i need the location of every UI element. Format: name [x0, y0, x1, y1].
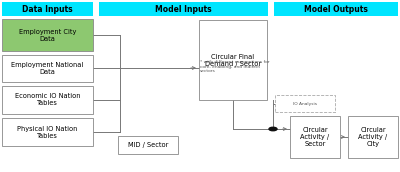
Bar: [199, 20, 267, 100]
Text: Circular
Activity /
Sector: Circular Activity / Sector: [300, 127, 330, 147]
Bar: [274, 2, 398, 16]
Bar: [2, 19, 93, 51]
Circle shape: [269, 127, 277, 131]
Text: Employment National
Data: Employment National Data: [11, 62, 84, 75]
Bar: [2, 86, 93, 114]
Bar: [348, 116, 398, 158]
Text: * with different assumptions for
core, enabling, and indirect
sectors: * with different assumptions for core, e…: [200, 60, 270, 73]
Text: Economic IO Nation
Tables: Economic IO Nation Tables: [15, 94, 80, 106]
Bar: [275, 95, 335, 112]
Text: IO Analysis: IO Analysis: [293, 101, 317, 105]
Bar: [2, 2, 93, 16]
Text: Circular Final
Demand / Sector: Circular Final Demand / Sector: [205, 53, 261, 67]
Text: Model Outputs: Model Outputs: [304, 4, 368, 13]
Bar: [99, 2, 268, 16]
Text: Physical IO Nation
Tables: Physical IO Nation Tables: [17, 126, 78, 138]
Bar: [290, 116, 340, 158]
Bar: [2, 55, 93, 82]
Text: Employment City
Data: Employment City Data: [19, 29, 76, 41]
Text: Circular
Activity /
City: Circular Activity / City: [358, 127, 388, 147]
Text: Model Inputs: Model Inputs: [155, 4, 212, 13]
Bar: [118, 136, 178, 154]
Text: Data Inputs: Data Inputs: [22, 4, 73, 13]
Text: MID / Sector: MID / Sector: [128, 142, 168, 148]
Bar: [2, 118, 93, 146]
